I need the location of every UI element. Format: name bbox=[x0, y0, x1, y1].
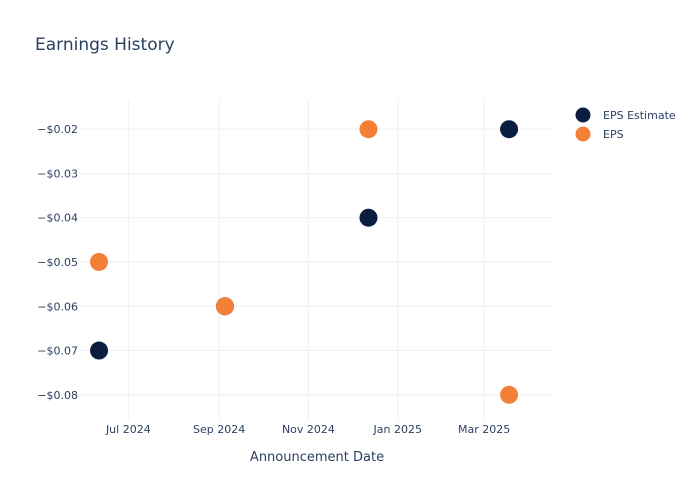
y-tick-label: −$0.03 bbox=[37, 167, 78, 180]
x-axis-ticks: Jul 2024 Sep 2024 Nov 2024 Jan 2025 Mar 2025 bbox=[105, 423, 510, 436]
legend[interactable]: EPS Estimate EPS bbox=[575, 107, 676, 142]
y-tick-label: −$0.08 bbox=[37, 389, 78, 402]
eps-estimate-point[interactable] bbox=[500, 120, 519, 139]
grid bbox=[80, 100, 553, 420]
legend-label: EPS bbox=[603, 128, 624, 141]
x-tick-label: Sep 2024 bbox=[193, 423, 245, 436]
y-tick-label: −$0.06 bbox=[37, 300, 78, 313]
y-tick-label: −$0.04 bbox=[37, 212, 78, 225]
y-axis-ticks: −$0.02 −$0.03 −$0.04 −$0.05 −$0.06 −$0.07 −$0.… bbox=[37, 123, 78, 402]
eps-point[interactable] bbox=[500, 385, 519, 404]
x-tick-label: Jan 2025 bbox=[373, 423, 422, 436]
eps-point[interactable] bbox=[90, 252, 109, 271]
data-points bbox=[90, 120, 519, 404]
legend-marker bbox=[575, 126, 591, 142]
y-tick-label: −$0.07 bbox=[37, 345, 78, 358]
legend-item[interactable]: EPS Estimate bbox=[575, 107, 676, 123]
legend-marker bbox=[575, 107, 591, 123]
y-tick-label: −$0.02 bbox=[37, 123, 78, 136]
y-tick-label: −$0.05 bbox=[37, 256, 78, 269]
eps-estimate-point[interactable] bbox=[359, 208, 378, 227]
legend-label: EPS Estimate bbox=[603, 109, 676, 122]
legend-item[interactable]: EPS bbox=[575, 126, 624, 142]
x-axis-title: Announcement Date bbox=[250, 450, 384, 465]
chart-title: Earnings History bbox=[35, 35, 175, 55]
eps-point[interactable] bbox=[359, 120, 378, 139]
eps-estimate-point[interactable] bbox=[90, 341, 109, 360]
eps-point[interactable] bbox=[215, 297, 234, 316]
x-tick-label: Mar 2025 bbox=[458, 423, 510, 436]
x-tick-label: Nov 2024 bbox=[282, 423, 335, 436]
x-tick-label: Jul 2024 bbox=[105, 423, 151, 436]
